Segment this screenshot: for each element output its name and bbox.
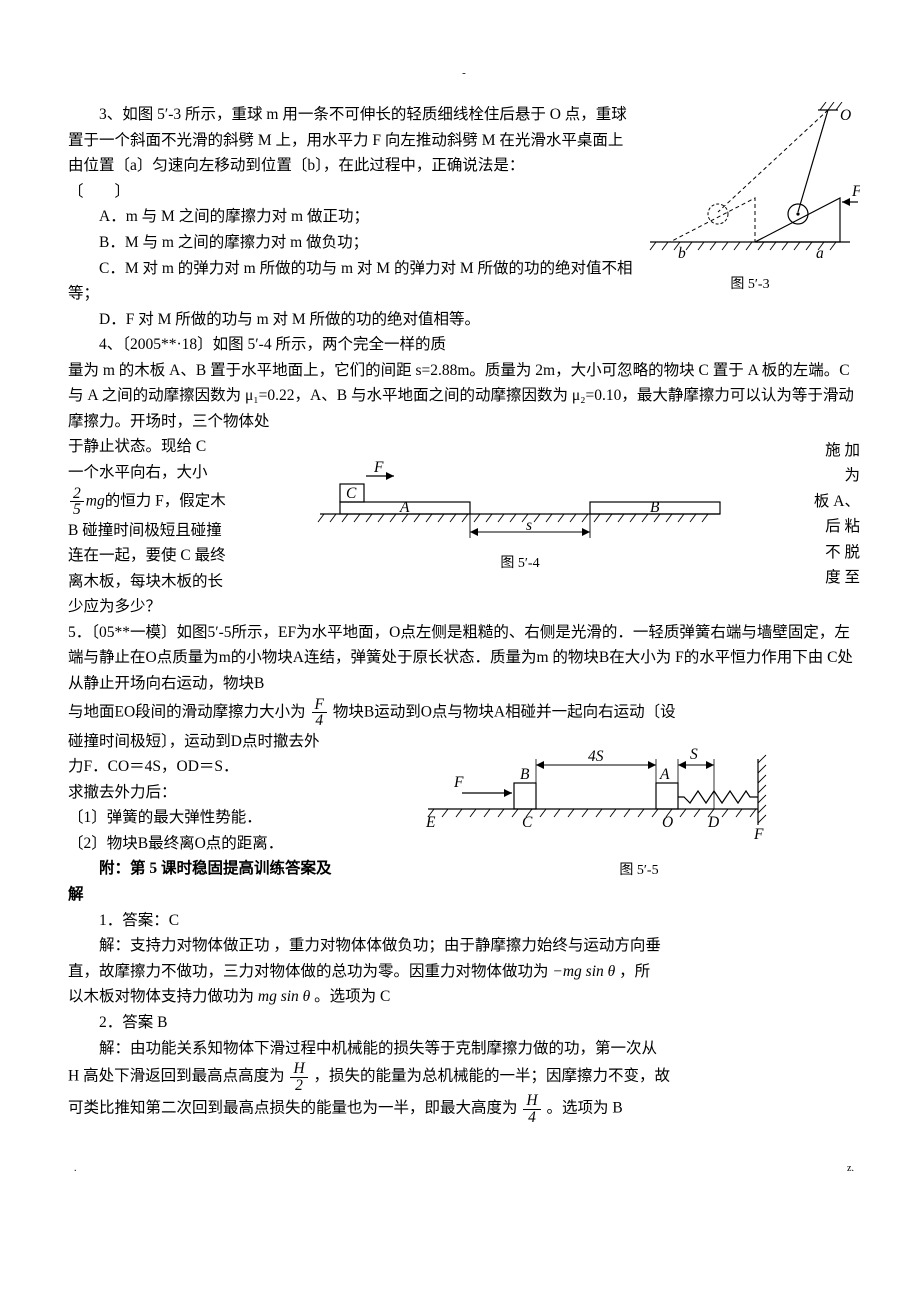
frac-F-den: 4 (312, 713, 327, 729)
question-3: O F a b 图 5′-3 3、如图 5′-3 所示，重球 m 用一条不可伸长… (68, 102, 860, 332)
svg-text:C: C (522, 814, 533, 831)
q5-l4: 力F．CO＝4S，OD＝S． (68, 754, 408, 780)
a1-l2: 直，故摩擦力不做功，三力对物体做的总功为零。因重力对物体做功为 −mg sin … (68, 959, 860, 985)
frac-den: 5 (70, 502, 84, 518)
figure-5-5: F B A 4S S E C O D F (418, 729, 798, 849)
q4-left-1: 于静止状态。现给 C (68, 434, 236, 460)
a1-l3a: 以木板对物体支持力做功为 (68, 988, 254, 1005)
q5-l1: 5．〔05**一模〕如图5′-5所示，EF为水平地面，O点左侧是粗糙的、右侧是光… (68, 620, 860, 697)
q5-l2a: 与地面EO段间的滑动摩擦力大小为 (68, 703, 306, 720)
svg-text:A: A (659, 766, 670, 783)
figure-5-3: O F a b 图 5′-3 (640, 102, 860, 296)
frac-H-4: H 4 (523, 1093, 540, 1125)
svg-text:B: B (650, 499, 660, 516)
q4-right-3: 板 A、 (804, 489, 860, 515)
q4-line1: 4、〔2005**·18〕如图 5′-4 所示，两个完全一样的质 (68, 332, 860, 358)
svg-text:B: B (520, 766, 530, 783)
q5-l7: 〔2〕物块B最终离O点的距离． (68, 831, 408, 857)
frac-F-num: F (312, 697, 327, 714)
a1-expr2: mg sin θ (258, 988, 310, 1005)
a1-l3: 以木板对物体支持力做功为 mg sin θ 。选项为 C (68, 984, 860, 1010)
q3-optD: D．F 对 M 所做的功与 m 对 M 所做的功的绝对值相等。 (68, 307, 860, 333)
a2-f2n: H (523, 1093, 540, 1110)
figure-5-4: F C A B s (310, 454, 730, 542)
q4-right-6: 度 至 (804, 565, 860, 591)
a2-l2a: H 高处下滑返回到最高点高度为 (68, 1068, 285, 1085)
q4-left-3: 2 5 mg的恒力 F，假定木 (68, 486, 236, 518)
answer-1: 1．答案：C 解：支持力对物体做正功 ，重力对物体体做负功；由于静摩擦力始终与运… (68, 908, 860, 1010)
a1-head: 1．答案：C (68, 908, 860, 934)
q5-l3: 碰撞时间极短〕，运动到D点时撤去外 (68, 729, 408, 755)
a2-f2d: 4 (523, 1110, 540, 1126)
a2-l2: H 高处下滑返回到最高点高度为 H 2 ，损失的能量为总机械能的一半；因摩擦力不… (68, 1061, 860, 1093)
svg-text:S: S (690, 746, 698, 763)
svg-text:O: O (662, 814, 673, 831)
svg-text:4S: 4S (588, 748, 604, 765)
frac-tail: mg (86, 492, 105, 509)
a2-l1: 解：由功能关系知物体下滑过程中机械能的损失等于克制摩擦力做的功，第一次从 (68, 1036, 860, 1062)
q5-appendix: 附：第 5 课时稳固提高训练答案及 (68, 856, 408, 882)
figcap-5-3: 图 5′-3 (640, 273, 860, 296)
foot-left: . (74, 1161, 77, 1178)
frac-num: 2 (70, 486, 84, 503)
frac-F-4: F 4 (312, 697, 327, 729)
label-a: a (816, 245, 824, 262)
frac-2-5: 2 5 (70, 486, 84, 518)
a1-l2a: 直，故摩擦力不做功，三力对物体做的总功为零。因重力对物体做功为 (68, 963, 549, 980)
q4-right-2: 为 (804, 463, 860, 489)
svg-text:E: E (425, 814, 436, 831)
figcap-5-5: 图 5′-5 (418, 859, 860, 882)
svg-text:D: D (707, 814, 719, 831)
a1-l3b: 。选项为 C (314, 988, 390, 1005)
a2-l3b: 。选项为 B (546, 1100, 622, 1117)
foot-right: z. (847, 1161, 854, 1178)
question-5: 5．〔05**一模〕如图5′-5所示，EF为水平地面，O点左侧是粗糙的、右侧是光… (68, 620, 860, 908)
q4-left-3b: 的恒力 F，假定木 (105, 492, 226, 509)
a2-head: 2．答案 B (68, 1010, 860, 1036)
label-O: O (840, 107, 851, 124)
q4-right-4: 后 粘 (804, 514, 860, 540)
svg-text:s: s (526, 517, 532, 534)
footer: . z. (68, 1161, 860, 1178)
svg-text:A: A (399, 499, 410, 516)
label-F: F (851, 183, 860, 200)
q5-l2b: 物块B运动到O点与物块A相碰并一起向右运动〔设 (333, 703, 676, 720)
question-4: 4、〔2005**·18〕如图 5′-4 所示，两个完全一样的质 量为 m 的木… (68, 332, 860, 620)
a1-expr1: −mg sin θ (552, 963, 615, 980)
a2-l2b: ，损失的能量为总机械能的一半；因摩擦力不变，故 (314, 1068, 671, 1085)
q4-left-2: 一个水平向右，大小 (68, 460, 236, 486)
q3-bracket: 〔 〕 (68, 183, 130, 200)
q4-left-5: 连在一起，要使 C 最终 (68, 543, 236, 569)
q4-left-7: 少应为多少？ (68, 594, 860, 620)
a2-f1n: H (290, 1061, 307, 1078)
q4-line2: 量为 m 的木板 A、B 置于水平地面上，它们的间距 s=2.88m。质量为 2… (68, 358, 860, 435)
svg-text:F: F (453, 774, 464, 791)
a1-l1: 解：支持力对物体做正功 ，重力对物体体做负功；由于静摩擦力始终与运动方向垂 (68, 933, 860, 959)
q4-left-6: 离木板，每块木板的长 (68, 569, 236, 595)
a2-l3a: 可类比推知第二次回到最高点损失的能量也为一半，即最大高度为 (68, 1100, 518, 1117)
q5-l6: 〔1〕弹簧的最大弹性势能． (68, 805, 408, 831)
q5-l5: 求撤去外力后： (68, 780, 408, 806)
q5-jie: 解 (68, 882, 860, 908)
figcap-5-4: 图 5′-4 (244, 552, 796, 575)
answer-2: 2．答案 B 解：由功能关系知物体下滑过程中机械能的损失等于克制摩擦力做的功，第… (68, 1010, 860, 1125)
svg-text:F: F (753, 826, 764, 843)
q3-stem-text: 3、如图 5′-3 所示，重球 m 用一条不可伸长的轻质细线栓住后悬于 O 点，… (68, 106, 627, 174)
svg-text:F: F (373, 459, 384, 476)
q5-l2: 与地面EO段间的滑动摩擦力大小为 F 4 物块B运动到O点与物块A相碰并一起向右… (68, 697, 860, 729)
a1-l2b: ，所 (619, 963, 650, 980)
q4-left-4: B 碰撞时间极短且碰撞 (68, 518, 236, 544)
q4-right-1: 施 加 (804, 438, 860, 464)
a2-l3: 可类比推知第二次回到最高点损失的能量也为一半，即最大高度为 H 4 。选项为 B (68, 1093, 860, 1125)
svg-text:C: C (346, 485, 357, 502)
label-b: b (678, 245, 686, 262)
q4-right-5: 不 脱 (804, 540, 860, 566)
frac-H-2: H 2 (290, 1061, 307, 1093)
page-top-dash: - (68, 64, 860, 82)
a2-f1d: 2 (290, 1078, 307, 1094)
